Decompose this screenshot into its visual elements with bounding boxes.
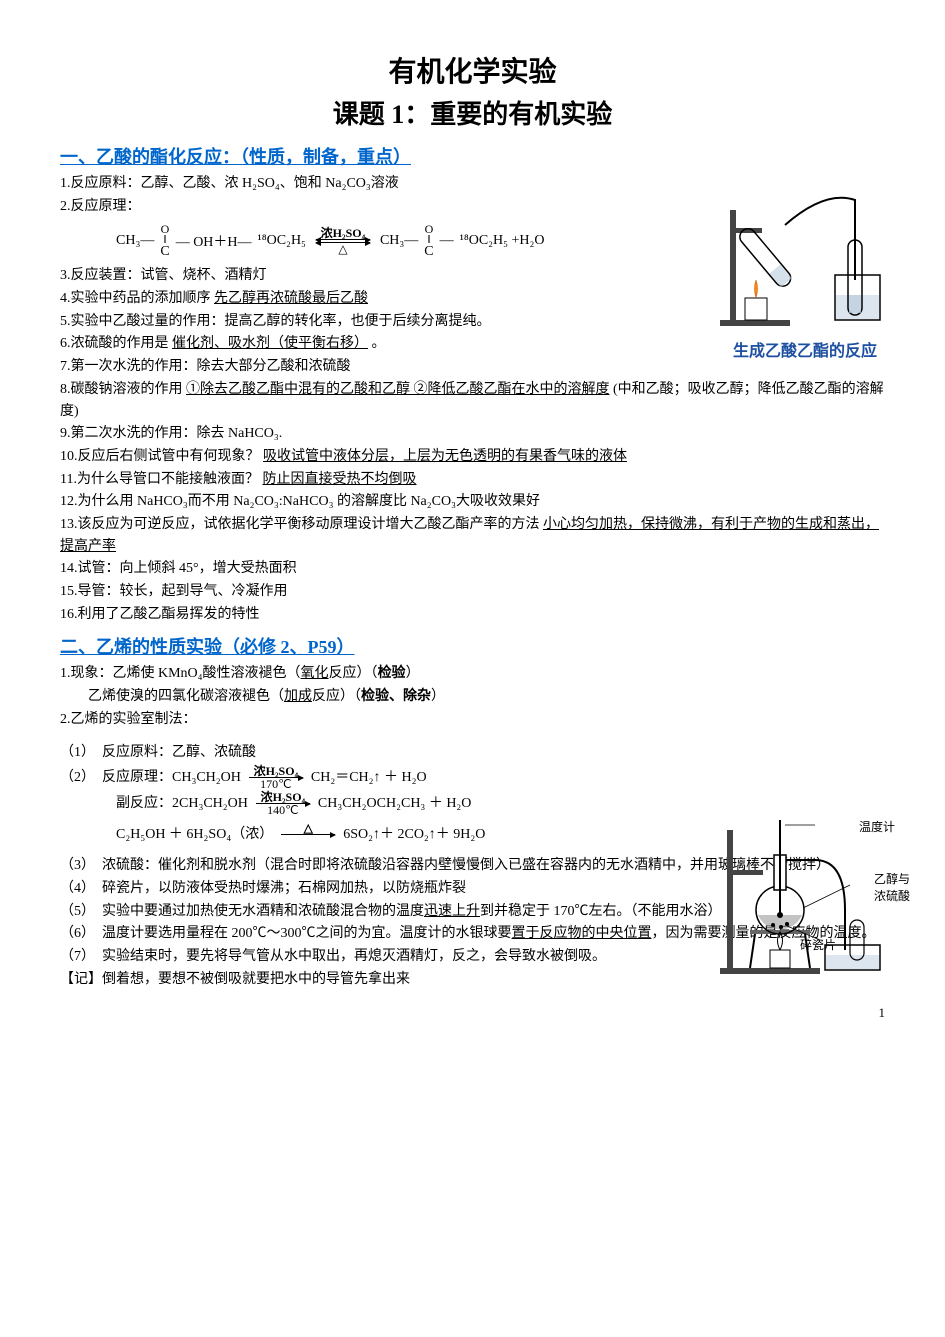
s2-p2-top: 浓H₂SO₄ [254, 765, 299, 777]
s1-line10: 10.反应后右侧试管中有何现象？ 吸收试管中液体分层，上层为无色透明的有果香气味… [60, 446, 885, 468]
s2-p2a: （2） 反应原理：CH₃CH₂OH [60, 767, 241, 789]
s1-l13a: 13.该反应为可逆反应，试依据化学平衡移动原理设计增大乙酸乙酯产率的方法 [60, 517, 540, 532]
carbonyl-2: O ‖ C [424, 223, 433, 259]
s2-l1fa: 乙烯使溴的四氯化碳溶液褪色（ [88, 689, 284, 704]
s1-l8a: 8.碳酸钠溶液的作用 [60, 382, 183, 397]
page-number: 1 [879, 1005, 886, 1021]
s2-l1c: 反应）（ [329, 666, 378, 681]
s1-l10b: 吸收试管中液体分层，上层为无色透明的有果香气味的液体 [263, 449, 627, 464]
s2-p2da: C₂H₅OH ＋ 6H₂SO₄（浓） [116, 824, 273, 846]
s2-l1b: 氧化 [301, 666, 329, 681]
s1-l11b: 防止因直接受热不均倒吸 [262, 472, 416, 487]
s2-p2db: 6SO₂↑＋ 2CO₂↑＋ 9H₂O [343, 824, 485, 846]
eq-rhs3: ¹⁸OC₂H₅ +H₂O [460, 233, 545, 249]
fig2-label-ethanol: 乙醇与 浓硫酸 [874, 870, 910, 904]
s2-l1fd: 检验、除杂 [361, 689, 431, 704]
s2-p5c: 到并稳定于 170℃左右。（不能用水浴） [480, 904, 722, 919]
s1-l6b: 催化剂、吸水剂（使平衡右移） [172, 336, 368, 351]
s2-line1b: 乙烯使溴的四氯化碳溶液褪色（加成反应）（检验、除杂） [60, 686, 885, 708]
ester-apparatus-svg [715, 180, 895, 330]
s2-p2d-bot [307, 835, 310, 847]
s2-line1: 1.现象：乙烯使 KMnO₄酸性溶液褪色（氧化反应）（检验） [60, 663, 885, 685]
s2-l1d: 检验 [378, 666, 406, 681]
section2-heading: 二、乙烯的性质实验（必修 2、P59） [60, 633, 885, 659]
eq-arrow: 浓H₂SO₄ △ [316, 227, 370, 255]
fig2-label-chips: 碎瓷片 [800, 936, 836, 953]
s2-p2-arrow: 浓H₂SO₄ 170℃ [249, 765, 303, 790]
s2-p2-bot: 170℃ [260, 778, 291, 790]
eq-lhs3: ¹⁸OC₂H₅ [258, 233, 306, 249]
fig2-e1: 乙醇与 [874, 872, 910, 886]
s1-l6c: 。 [372, 336, 386, 351]
s1-line11: 11.为什么导管口不能接触液面？ 防止因直接受热不均倒吸 [60, 469, 885, 491]
s2-p5a: （5） 实验中要通过加热使无水酒精和浓硫酸混合物的温度 [60, 904, 424, 919]
s2-line2: 2.乙烯的实验室制法： [60, 709, 885, 731]
s2-p6b: 置于反应物的中央位置 [512, 926, 652, 941]
fig2-e2: 浓硫酸 [874, 889, 910, 903]
s1-l10a: 10.反应后右侧试管中有何现象？ [60, 449, 260, 464]
figure-ethylene-apparatus: 温度计 乙醇与 浓硫酸 碎瓷片 [705, 800, 905, 985]
s2-p2b: CH₂＝CH₂↑ ＋ H₂O [311, 767, 427, 789]
s2-p2d-arrow: △ [281, 822, 335, 847]
figure1-caption: 生成乙酸乙酯的反应 [705, 337, 905, 361]
s2-l1a: 1.现象：乙烯使 KMnO₄酸性溶液褪色（ [60, 666, 301, 681]
s1-l11a: 11.为什么导管口不能接触液面？ [60, 472, 259, 487]
s1-l4a: 4.实验中药品的添加顺序 [60, 291, 211, 306]
eq-lhs1: CH₃— [116, 233, 154, 249]
s2-l1fe: ） [431, 689, 445, 704]
s2-p1: （1） 反应原料：乙醇、浓硫酸 [60, 742, 885, 764]
eq-rhs2: — [440, 233, 454, 249]
s2-p2d-top: △ [304, 822, 313, 834]
sub-title: 课题 1：重要的有机实验 [60, 94, 885, 131]
s1-line13: 13.该反应为可逆反应，试依据化学平衡移动原理设计增大乙酸乙酯产率的方法 小心均… [60, 514, 885, 557]
s2-p6a: （6） 温度计要选用量程在 200℃～300℃之间的为宜。温度计的水银球要 [60, 926, 512, 941]
s1-line14: 14.试管：向上倾斜 45°，增大受热面积 [60, 558, 885, 580]
eq-lhs2: — OH＋H— [176, 231, 252, 251]
s2-p2c-top: 浓H₂SO₄ [261, 791, 306, 803]
eq-cond-bot: △ [338, 243, 347, 255]
s2-p2c-bot: 140℃ [267, 804, 298, 816]
s2-p2: （2） 反应原理：CH₃CH₂OH 浓H₂SO₄ 170℃ CH₂＝CH₂↑ ＋… [60, 765, 885, 790]
s2-p2cb: CH₃CH₂OCH₂CH₃ ＋ H₂O [318, 793, 472, 815]
carbonyl-c1: C [160, 245, 169, 259]
section1-heading: 一、乙酸的酯化反应：（性质，制备，重点） [60, 143, 885, 169]
main-title: 有机化学实验 [60, 50, 885, 90]
s1-line15: 15.导管：较长，起到导气、冷凝作用 [60, 581, 885, 603]
s2-p2c-arrow: 浓H₂SO₄ 140℃ [256, 791, 310, 816]
s2-l1fc: 反应）（ [312, 689, 361, 704]
s2-p5b: 迅速上升 [424, 904, 480, 919]
s1-line12: 12.为什么用 NaHCO₃而不用 Na₂CO₃:NaHCO₃ 的溶解度比 Na… [60, 491, 885, 513]
eq-rhs1: CH₃— [380, 233, 418, 249]
s2-l1e: ） [406, 666, 420, 681]
s1-l4b: 先乙醇再浓硫酸最后乙酸 [214, 291, 368, 306]
carbonyl-1: O ‖ C [160, 223, 169, 259]
s1-l6a: 6.浓硫酸的作用是 [60, 336, 169, 351]
fig2-label-thermometer: 温度计 [859, 818, 895, 835]
s1-line16: 16.利用了乙酸乙酯易挥发的特性 [60, 604, 885, 626]
s1-l8b: ①除去乙酸乙酯中混有的乙酸和乙醇 ②降低乙酸乙酯在水中的溶解度 [186, 382, 610, 397]
s1-line9: 9.第二次水洗的作用：除去 NaHCO₃. [60, 423, 885, 445]
figure-ester-apparatus: 生成乙酸乙酯的反应 [705, 180, 905, 361]
s1-line8: 8.碳酸钠溶液的作用 ①除去乙酸乙酯中混有的乙酸和乙醇 ②降低乙酸乙酯在水中的溶… [60, 379, 885, 422]
carbonyl-c2: C [424, 245, 433, 259]
eq-cond-top: 浓H₂SO₄ [321, 227, 366, 239]
s2-l1fb: 加成 [284, 689, 312, 704]
s2-p2ca: 副反应：2CH₃CH₂OH [116, 793, 248, 815]
